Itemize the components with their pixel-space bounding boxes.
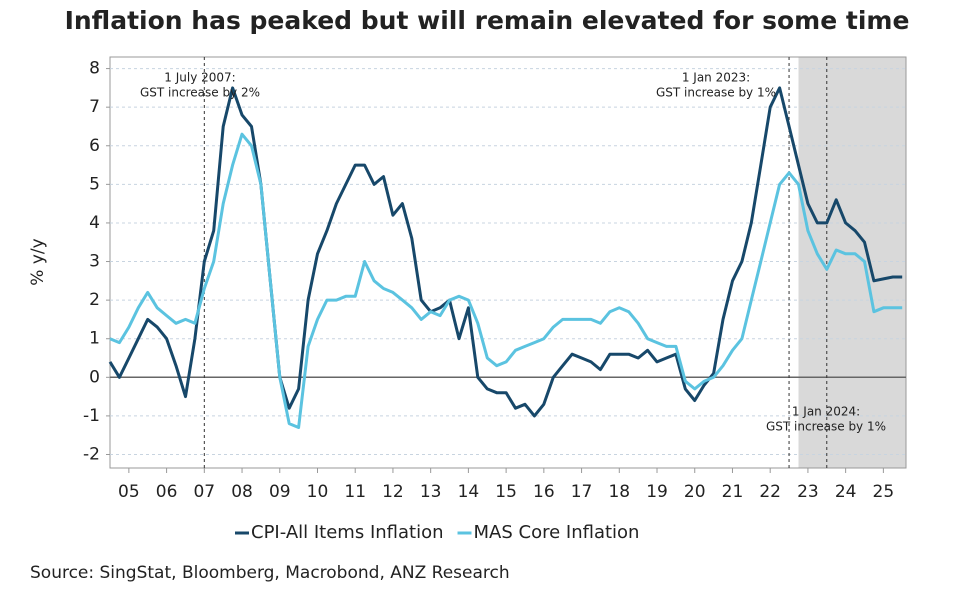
legend-label: CPI-All Items Inflation xyxy=(251,522,444,543)
plot-frame xyxy=(109,56,907,469)
y-tick-label: 8 xyxy=(89,59,100,79)
series-line xyxy=(108,86,903,418)
x-tick-label: 10 xyxy=(307,482,329,502)
x-tick-label: 13 xyxy=(420,482,442,502)
series-line xyxy=(109,132,903,429)
x-tick-label: 16 xyxy=(533,482,555,502)
y-tick-label: 0 xyxy=(89,367,100,387)
y-tick-label: 7 xyxy=(89,97,100,117)
y-tick-label: -1 xyxy=(83,406,100,426)
x-tick-label: 12 xyxy=(382,482,404,502)
x-tick-label: 24 xyxy=(835,482,857,502)
y-tick-label: 2 xyxy=(89,290,100,310)
x-tick-label: 15 xyxy=(495,482,517,502)
source-note: Source: SingStat, Bloomberg, Macrobond, … xyxy=(30,563,510,583)
x-tick-label: 20 xyxy=(684,482,706,502)
legend-label: MAS Core Inflation xyxy=(474,522,640,543)
y-tick-label: -2 xyxy=(83,444,100,464)
x-tick-label: 11 xyxy=(344,482,366,502)
x-tick-label: 19 xyxy=(646,482,668,502)
y-axis-label: % y/y xyxy=(28,238,48,285)
annotation: 1 Jan 2024: xyxy=(792,405,860,419)
x-tick-label: 14 xyxy=(458,482,480,502)
x-tick-label: 09 xyxy=(269,482,291,502)
x-tick-label: 07 xyxy=(193,482,215,502)
y-tick-label: 3 xyxy=(89,252,100,272)
annotation: 1 July 2007: xyxy=(164,71,235,85)
forecast-shade xyxy=(798,57,906,468)
y-tick-label: 6 xyxy=(89,136,100,156)
annotation: GST increase by 2% xyxy=(140,86,260,100)
chart-title: Inflation has peaked but will remain ele… xyxy=(65,6,910,35)
x-tick-label: 06 xyxy=(156,482,178,502)
x-tick-label: 25 xyxy=(873,482,895,502)
x-tick-label: 23 xyxy=(797,482,819,502)
x-tick-label: 05 xyxy=(118,482,140,502)
x-tick-label: 17 xyxy=(571,482,593,502)
annotation: 1 Jan 2023: xyxy=(682,71,750,85)
y-tick-label: 1 xyxy=(89,329,100,349)
x-tick-label: 18 xyxy=(608,482,630,502)
y-tick-label: 5 xyxy=(89,174,100,194)
y-tick-label: 4 xyxy=(89,213,100,233)
annotation: GST increase by 1% xyxy=(656,86,776,100)
annotation: GST increase by 1% xyxy=(766,420,886,434)
x-tick-label: 08 xyxy=(231,482,253,502)
x-tick-label: 22 xyxy=(759,482,781,502)
x-tick-label: 21 xyxy=(722,482,744,502)
